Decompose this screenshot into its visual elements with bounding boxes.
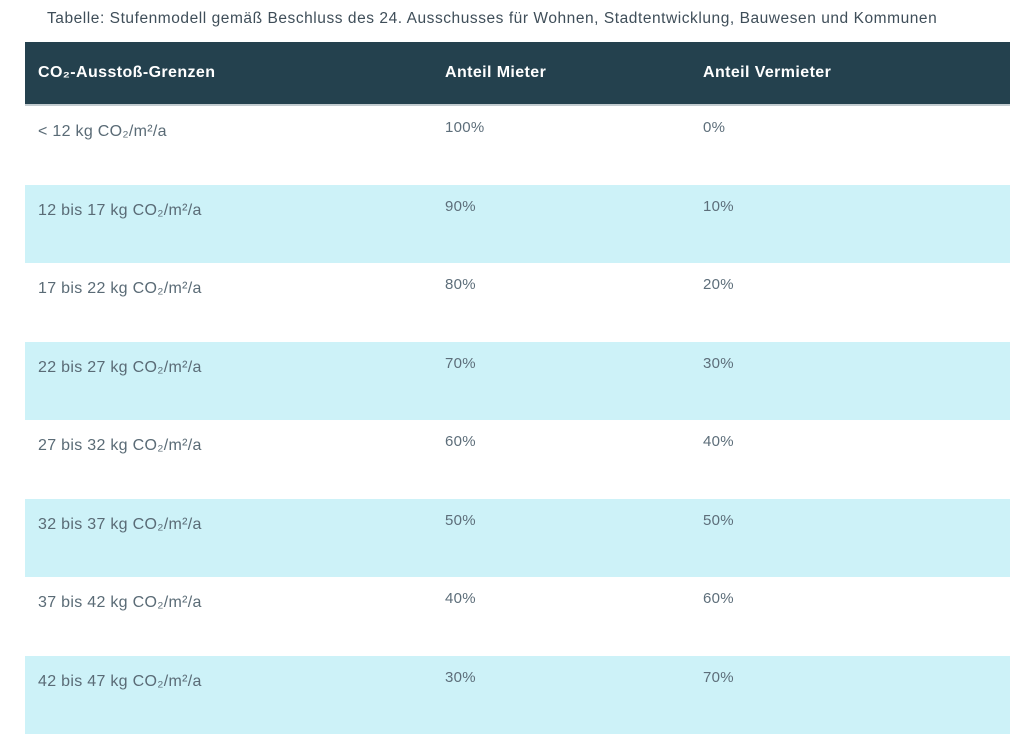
cell-anteil-vermieter: 80% xyxy=(703,734,1010,738)
cell-anteil-mieter: 40% xyxy=(445,590,476,607)
cell-anteil-mieter: 100% xyxy=(445,119,485,136)
cell-limit: 22 bis 27 kg CO₂/m²/a xyxy=(38,358,202,376)
table-row: 37 bis 42 kg CO₂/m²/a 40% 60% xyxy=(25,577,1010,656)
cell-limit: 47 bis 52 kg CO₂/m²/a xyxy=(25,734,445,738)
table-row: 27 bis 32 kg CO₂/m²/a 60% 40% xyxy=(25,420,1010,499)
cell-anteil-mieter: 30% xyxy=(445,668,476,686)
cell-anteil-mieter: 20% xyxy=(445,734,703,738)
cell-limit: < 12 kg CO₂/m²/a xyxy=(38,123,167,140)
cell-anteil-mieter: 50% xyxy=(445,511,476,529)
column-header-co2-grenzen: CO₂-Ausstoß-Grenzen xyxy=(25,42,445,106)
cell-anteil-vermieter: 0% xyxy=(703,119,726,136)
column-header-anteil-mieter: Anteil Mieter xyxy=(445,42,703,106)
cell-anteil-mieter: 90% xyxy=(445,197,476,215)
cell-limit: 32 bis 37 kg CO₂/m²/a xyxy=(38,515,202,533)
cell-anteil-vermieter: 30% xyxy=(703,354,734,372)
table-caption: Tabelle: Stufenmodell gemäß Beschluss de… xyxy=(47,10,938,27)
cell-anteil-vermieter: 50% xyxy=(703,511,734,529)
cell-limit: 12 bis 17 kg CO₂/m²/a xyxy=(38,201,202,219)
cell-anteil-mieter: 80% xyxy=(445,276,476,293)
table-row: < 12 kg CO₂/m²/a 100% 0% xyxy=(25,105,1010,185)
cell-anteil-vermieter: 40% xyxy=(703,433,734,450)
cell-anteil-vermieter: 10% xyxy=(703,197,734,215)
cell-limit: 37 bis 42 kg CO₂/m²/a xyxy=(38,594,202,611)
cell-limit: 17 bis 22 kg CO₂/m²/a xyxy=(38,280,202,297)
table-row: 22 bis 27 kg CO₂/m²/a 70% 30% xyxy=(25,341,1010,420)
table-row: 42 bis 47 kg CO₂/m²/a 30% 70% xyxy=(25,655,1010,734)
cell-limit: 27 bis 32 kg CO₂/m²/a xyxy=(38,437,202,454)
stufenmodell-table: CO₂-Ausstoß-Grenzen Anteil Mieter Anteil… xyxy=(25,42,1010,738)
cell-anteil-vermieter: 70% xyxy=(703,668,734,686)
cell-anteil-mieter: 70% xyxy=(445,354,476,372)
cell-anteil-vermieter: 20% xyxy=(703,276,734,293)
table-row: 17 bis 22 kg CO₂/m²/a 80% 20% xyxy=(25,263,1010,342)
cell-anteil-vermieter: 60% xyxy=(703,590,734,607)
table-row: 47 bis 52 kg CO₂/m²/a 20% 80% xyxy=(25,734,1010,738)
cell-anteil-mieter: 60% xyxy=(445,433,476,450)
table-row: 32 bis 37 kg CO₂/m²/a 50% 50% xyxy=(25,498,1010,577)
table-row: 12 bis 17 kg CO₂/m²/a 90% 10% xyxy=(25,184,1010,263)
cell-limit: 42 bis 47 kg CO₂/m²/a xyxy=(38,672,202,690)
column-header-anteil-vermieter: Anteil Vermieter xyxy=(703,42,1010,106)
table-header-row: CO₂-Ausstoß-Grenzen Anteil Mieter Anteil… xyxy=(25,42,1010,106)
